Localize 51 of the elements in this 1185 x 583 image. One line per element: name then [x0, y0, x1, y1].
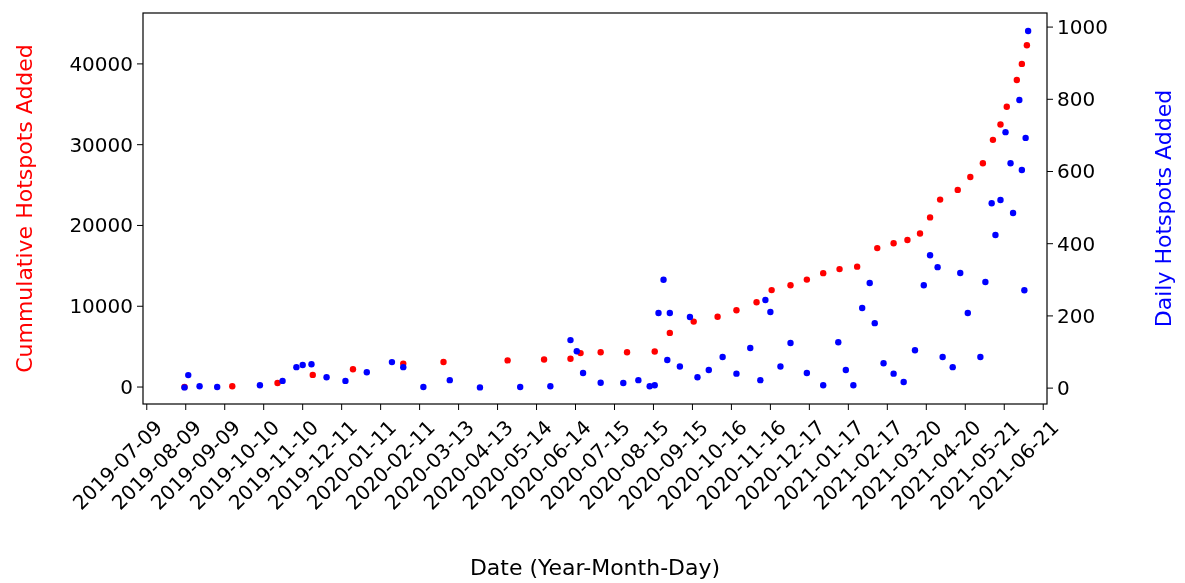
y2-tick-label: 1000: [1057, 15, 1108, 40]
point: [440, 358, 447, 366]
point: [989, 136, 997, 144]
y-tick-label: 0: [120, 375, 133, 400]
point: [904, 236, 911, 244]
point: [733, 307, 740, 314]
y-tick-label: 20000: [69, 213, 133, 238]
point: [651, 348, 658, 355]
point: [853, 263, 861, 270]
point: [916, 230, 924, 237]
point: [836, 265, 843, 273]
point: [597, 349, 604, 356]
point: [803, 276, 811, 283]
y-tick-label: 10000: [69, 294, 133, 319]
y2-tick-label: 400: [1057, 231, 1096, 256]
point: [954, 186, 961, 194]
y2-tick-label: 200: [1057, 303, 1096, 328]
point: [753, 299, 760, 306]
y-tick-label: 30000: [69, 132, 133, 157]
y-tick-label: 40000: [69, 51, 133, 76]
point: [666, 329, 674, 337]
point: [997, 121, 1004, 128]
point: [349, 366, 357, 373]
point: [936, 196, 944, 203]
point: [820, 269, 827, 277]
point: [714, 313, 721, 320]
point: [274, 379, 281, 387]
point: [967, 173, 974, 181]
point: [1018, 60, 1026, 68]
point: [504, 357, 511, 364]
point: [229, 383, 236, 390]
y2-tick-label: 800: [1057, 87, 1096, 112]
point: [768, 286, 775, 294]
point: [309, 371, 316, 379]
point: [623, 349, 631, 356]
point: [1013, 76, 1021, 84]
point: [690, 318, 697, 325]
point: [787, 282, 794, 289]
point: [540, 356, 548, 363]
point: [890, 240, 897, 247]
point: [567, 355, 574, 362]
y2-tick-label: 0: [1057, 376, 1070, 401]
y2-axis-title: Daily Hotspots Added: [1151, 89, 1176, 328]
x-axis-title: Date (Year-Month-Day): [469, 555, 721, 580]
point: [1023, 42, 1031, 49]
point: [926, 214, 934, 221]
point: [979, 160, 987, 167]
y-axis-title: Cummulative Hotspots Added: [12, 44, 37, 373]
point: [1003, 103, 1010, 110]
point: [874, 244, 881, 252]
y2-tick-label: 600: [1057, 159, 1096, 184]
